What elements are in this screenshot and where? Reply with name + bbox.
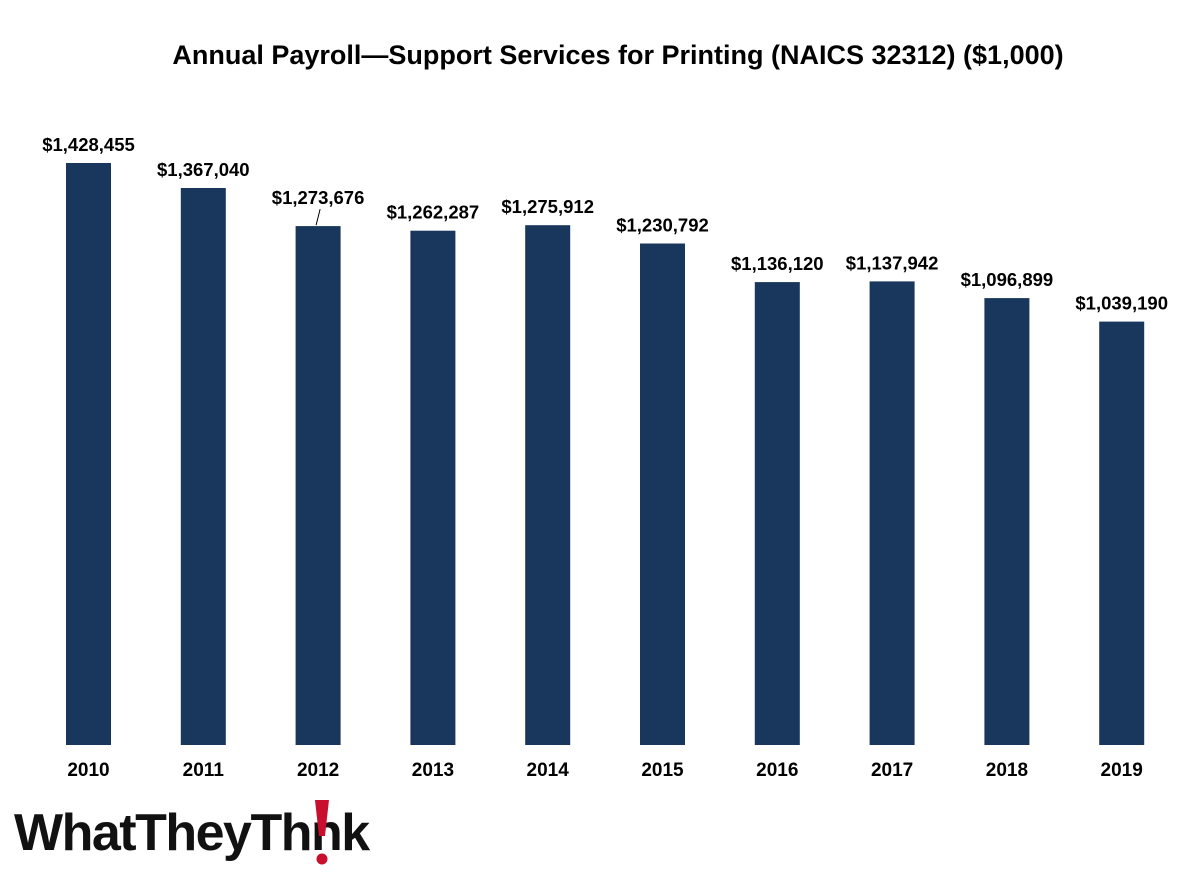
bar-2017 <box>869 281 915 745</box>
value-label-2019: $1,039,190 <box>1075 293 1168 314</box>
logo-exclamation-dot <box>316 853 328 865</box>
bar-2013 <box>410 230 456 745</box>
x-tick-label-2019: 2019 <box>1101 760 1143 781</box>
x-tick-label-2015: 2015 <box>641 760 684 781</box>
bar-2011 <box>180 188 226 745</box>
chart-title: Annual Payroll—Support Services for Prin… <box>172 40 1063 70</box>
bar-2018 <box>984 298 1030 745</box>
x-tick-label-2013: 2013 <box>412 760 454 781</box>
value-label-2015: $1,230,792 <box>616 215 709 236</box>
plot-area: $1,428,455 2010 $1,367,040 2011 $1,273,676 20… <box>42 134 1168 781</box>
whattheythink-logo: WhatTheyThnk <box>14 800 372 865</box>
value-label-2018: $1,096,899 <box>961 269 1054 290</box>
x-tick-label-2014: 2014 <box>527 760 570 781</box>
x-tick-label-2012: 2012 <box>297 760 339 781</box>
bar-2010 <box>66 163 111 745</box>
bar-2015 <box>640 243 685 745</box>
logo-exclamation-stem <box>314 800 329 836</box>
x-tick-label-2016: 2016 <box>756 760 798 781</box>
x-tick-label-2011: 2011 <box>183 760 225 781</box>
leader-line-2012 <box>315 208 321 226</box>
value-label-2016: $1,136,120 <box>731 253 824 274</box>
value-label-2011: $1,367,040 <box>157 159 250 180</box>
bar-2014 <box>525 225 571 745</box>
value-label-2012: $1,273,676 <box>272 187 365 208</box>
bar-2012 <box>295 226 341 746</box>
bar-2016 <box>754 282 800 745</box>
value-label-2013: $1,262,287 <box>387 202 480 223</box>
value-label-2017: $1,137,942 <box>846 252 939 273</box>
logo-text-start: WhatTheyTh <box>14 804 311 862</box>
x-tick-label-2010: 2010 <box>67 760 109 781</box>
value-label-2014: $1,275,912 <box>501 196 594 217</box>
x-tick-label-2017: 2017 <box>871 760 913 781</box>
x-tick-label-2018: 2018 <box>986 760 1028 781</box>
bar-2019 <box>1099 321 1145 745</box>
logo-wordmark: WhatTheyThnk <box>14 804 370 862</box>
value-label-2010: $1,428,455 <box>42 134 135 155</box>
